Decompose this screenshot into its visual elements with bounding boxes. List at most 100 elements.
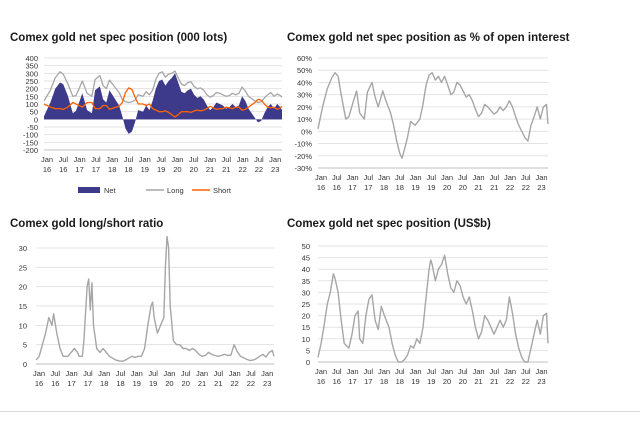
x-tick-month-lots: Jul (222, 155, 232, 164)
y-tick-label-pct: 10% (297, 115, 312, 124)
x-tick-month-usd: Jan (441, 367, 453, 376)
x-tick-year-usd: 21 (490, 377, 498, 386)
y-tick-label-pct: 30% (297, 91, 312, 100)
legend-swatch-net (78, 187, 100, 193)
y-tick-label-usd: 40 (302, 265, 310, 274)
x-tick-month-ratio: Jul (83, 369, 93, 378)
chart-pct: -30%-20%-10%0%10%20%30%40%50%60%Jan16Jul… (294, 54, 549, 192)
x-tick-month-pct: Jul (458, 173, 468, 182)
x-tick-month-pct: Jul (363, 173, 373, 182)
y-tick-label-lots: 250 (25, 77, 38, 86)
series-line-lots-short (43, 87, 283, 118)
y-tick-label-lots: -150 (23, 138, 38, 147)
x-tick-year-pct: 18 (380, 183, 388, 192)
x-tick-month-lots: Jan (204, 155, 216, 164)
y-tick-label-usd: 30 (302, 288, 310, 297)
x-tick-year-ratio: 21 (214, 379, 222, 388)
x-tick-year-lots: 21 (222, 165, 230, 174)
x-tick-year-usd: 20 (459, 377, 467, 386)
legend-label-long: Long (167, 186, 184, 195)
x-tick-month-pct: Jul (521, 173, 531, 182)
x-tick-year-lots: 22 (238, 165, 246, 174)
x-tick-year-ratio: 20 (165, 379, 173, 388)
x-tick-year-usd: 17 (364, 377, 372, 386)
x-tick-month-ratio: Jan (163, 369, 175, 378)
x-tick-month-usd: Jul (363, 367, 373, 376)
x-tick-month-usd: Jul (395, 367, 405, 376)
series-line-ratio (35, 236, 275, 362)
x-tick-month-lots: Jul (91, 155, 101, 164)
y-tick-label-lots: 150 (25, 92, 38, 101)
x-tick-year-lots: 19 (141, 165, 149, 174)
x-tick-month-lots: Jan (269, 155, 281, 164)
x-tick-month-usd: Jan (504, 367, 516, 376)
x-tick-year-pct: 22 (506, 183, 514, 192)
y-tick-label-pct: 50% (297, 66, 312, 75)
x-tick-month-usd: Jan (315, 367, 327, 376)
x-tick-month-lots: Jul (254, 155, 264, 164)
y-tick-label-ratio: 30 (19, 244, 27, 253)
x-tick-year-usd: 22 (522, 377, 530, 386)
x-tick-month-pct: Jan (472, 173, 484, 182)
x-tick-year-ratio: 22 (247, 379, 255, 388)
x-tick-month-pct: Jul (489, 173, 499, 182)
x-tick-year-lots: 16 (59, 165, 67, 174)
x-tick-year-ratio: 20 (182, 379, 190, 388)
x-tick-month-lots: Jan (237, 155, 249, 164)
x-tick-year-usd: 16 (317, 377, 325, 386)
series-line-lots-long (43, 70, 283, 104)
x-tick-year-pct: 19 (411, 183, 419, 192)
x-tick-year-ratio: 22 (230, 379, 238, 388)
x-tick-year-pct: 21 (474, 183, 482, 192)
x-tick-year-lots: 21 (206, 165, 214, 174)
x-tick-month-lots: Jul (189, 155, 199, 164)
x-tick-month-pct: Jan (346, 173, 358, 182)
x-tick-month-usd: Jul (426, 367, 436, 376)
x-tick-year-ratio: 16 (51, 379, 59, 388)
y-tick-label-lots: 200 (25, 85, 38, 94)
x-tick-month-lots: Jan (139, 155, 151, 164)
x-tick-year-pct: 20 (443, 183, 451, 192)
x-tick-month-ratio: Jan (196, 369, 208, 378)
x-tick-month-usd: Jan (409, 367, 421, 376)
x-tick-month-usd: Jul (521, 367, 531, 376)
x-tick-month-usd: Jan (346, 367, 358, 376)
x-tick-month-usd: Jan (472, 367, 484, 376)
footer-divider (0, 411, 640, 412)
x-tick-year-lots: 17 (75, 165, 83, 174)
x-tick-month-pct: Jan (536, 173, 548, 182)
series-line-usd (317, 254, 549, 363)
x-tick-month-ratio: Jan (261, 369, 273, 378)
x-tick-month-usd: Jul (489, 367, 499, 376)
x-tick-month-ratio: Jan (131, 369, 143, 378)
x-tick-year-pct: 17 (348, 183, 356, 192)
y-tick-label-ratio: 25 (19, 263, 27, 272)
x-tick-month-usd: Jan (378, 367, 390, 376)
x-tick-month-lots: Jan (41, 155, 53, 164)
x-tick-year-lots: 20 (190, 165, 198, 174)
x-tick-year-lots: 17 (92, 165, 100, 174)
y-tick-label-pct: 60% (297, 54, 312, 63)
x-tick-year-ratio: 18 (116, 379, 124, 388)
x-tick-month-pct: Jan (315, 173, 327, 182)
x-tick-year-usd: 20 (443, 377, 451, 386)
x-tick-year-pct: 21 (490, 183, 498, 192)
x-tick-year-pct: 20 (459, 183, 467, 192)
x-tick-year-usd: 22 (506, 377, 514, 386)
x-tick-year-ratio: 23 (263, 379, 271, 388)
y-tick-label-usd: 10 (302, 335, 310, 344)
x-tick-month-pct: Jul (332, 173, 342, 182)
chart-title-pct: Comex gold net spec position as % of ope… (287, 32, 570, 44)
x-tick-year-lots: 22 (255, 165, 263, 174)
y-tick-label-usd: 50 (302, 242, 310, 251)
y-tick-label-pct: 40% (297, 78, 312, 87)
x-tick-year-pct: 23 (537, 183, 545, 192)
x-tick-month-pct: Jan (504, 173, 516, 182)
chart-title-usd: Comex gold net spec position (US$b) (287, 218, 491, 230)
y-tick-label-ratio: 15 (19, 302, 27, 311)
x-tick-year-ratio: 17 (84, 379, 92, 388)
y-tick-label-usd: 15 (302, 323, 310, 332)
y-tick-label-pct: -30% (294, 164, 312, 173)
y-tick-label-pct: 20% (297, 103, 312, 112)
